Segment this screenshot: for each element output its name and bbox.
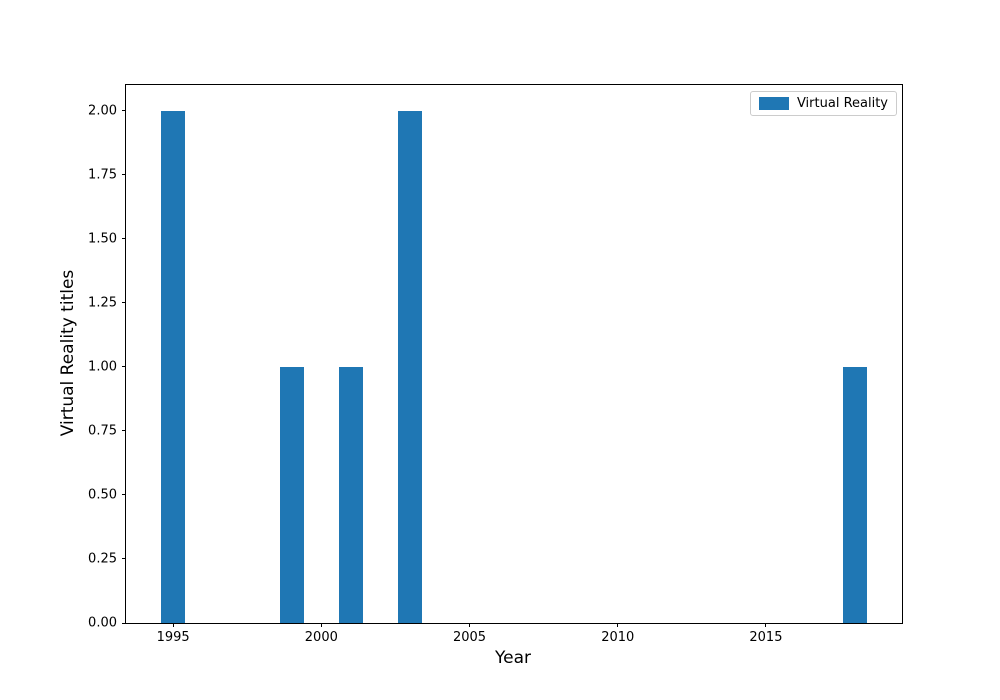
- y-tick-label: 0.75: [88, 423, 117, 439]
- x-tick-mark: [469, 623, 471, 627]
- y-tick-label: 1.50: [88, 231, 117, 247]
- y-tick-mark: [122, 558, 126, 560]
- y-tick-mark: [122, 494, 126, 496]
- legend-swatch-icon: [758, 97, 789, 110]
- bar-2001: [339, 366, 363, 623]
- y-tick-label: 0.50: [88, 487, 117, 503]
- x-axis-label: Year: [495, 648, 531, 668]
- y-tick-label: 0.25: [88, 551, 117, 567]
- y-tick-mark: [122, 174, 126, 176]
- x-tick-label: 2000: [304, 630, 338, 645]
- bar-2003: [398, 110, 423, 623]
- y-tick-mark: [122, 366, 126, 368]
- y-tick-mark: [122, 430, 126, 432]
- x-tick-mark: [172, 623, 174, 627]
- y-tick-label: 0.00: [88, 615, 117, 631]
- x-tick-label: 1995: [156, 630, 190, 645]
- bar-2018: [843, 366, 867, 623]
- y-tick-label: 1.25: [88, 295, 117, 311]
- y-tick-mark: [122, 238, 126, 240]
- x-tick-label: 2005: [452, 630, 487, 645]
- bar-1995: [161, 110, 185, 623]
- y-tick-label: 2.00: [88, 103, 117, 119]
- legend: Virtual Reality: [749, 91, 897, 116]
- x-tick-label: 2015: [749, 630, 783, 645]
- y-tick-mark: [122, 622, 126, 624]
- x-tick-mark: [765, 623, 767, 627]
- bar-1999: [279, 366, 304, 623]
- legend-label: Virtual Reality: [796, 96, 888, 111]
- x-tick-mark: [617, 623, 619, 627]
- y-tick-label: 1.00: [88, 359, 117, 375]
- plot-area: 1995 2000 2005 2010 2015 0.00 0.25 0.50 0.75 1.0…: [88, 84, 903, 645]
- x-tick-label: 2010: [601, 630, 635, 645]
- y-tick-mark: [122, 302, 126, 304]
- x-tick-mark: [320, 623, 322, 627]
- y-tick-label: 1.75: [88, 167, 117, 183]
- y-tick-mark: [122, 110, 126, 112]
- y-axis-label: Virtual Reality titles: [58, 269, 78, 437]
- legend-entry: Virtual Reality: [758, 96, 888, 111]
